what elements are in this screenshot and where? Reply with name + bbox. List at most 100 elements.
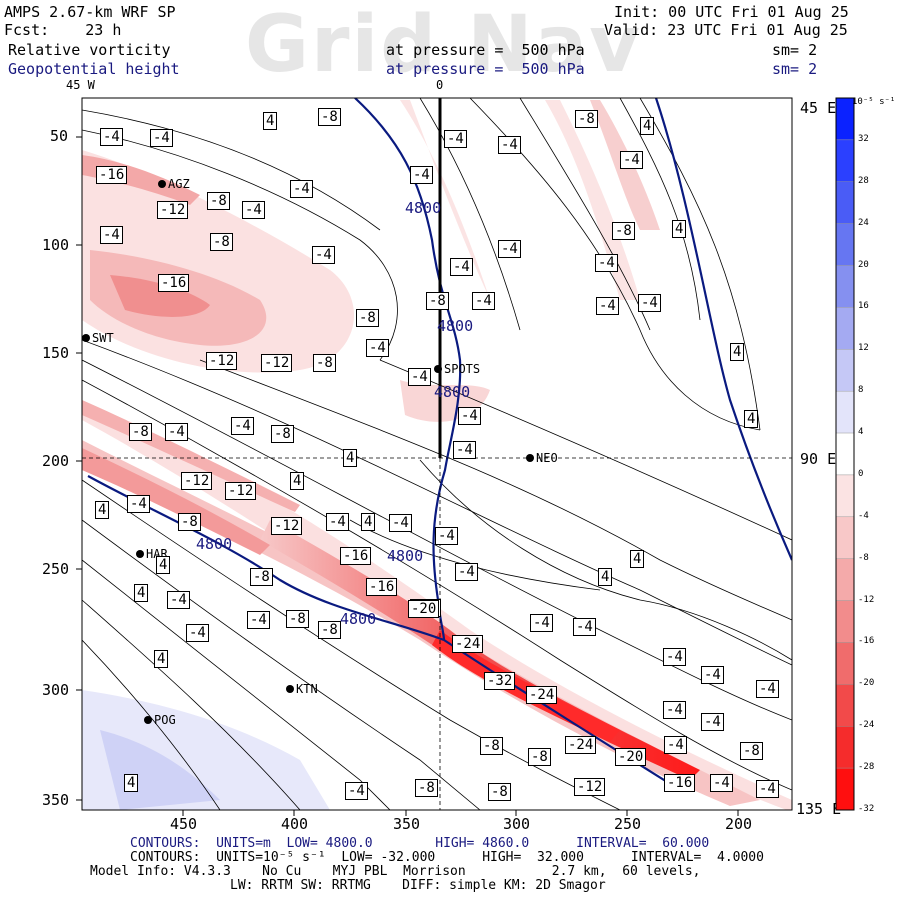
contour-line <box>519 98 651 331</box>
vorticity-contour-label: -8 <box>480 737 503 755</box>
y-tick-label: 250 <box>42 560 70 578</box>
vorticity-contour-label: -4 <box>710 774 733 792</box>
vorticity-contour-label: -16 <box>366 578 398 596</box>
vorticity-contour-label: 4 <box>343 449 358 467</box>
station-label: SWT <box>92 331 114 345</box>
colorbar-swatch <box>835 600 855 643</box>
field2-smoothing: sm= 2 <box>772 60 818 78</box>
vorticity-contour-label: -8 <box>318 108 341 126</box>
colorbar-swatch <box>835 726 855 769</box>
vorticity-contour-label: -4 <box>498 136 521 154</box>
vorticity-contour-label: -8 <box>612 222 635 240</box>
vorticity-contour-label: -12 <box>206 352 238 370</box>
vorticity-contour-label: -24 <box>565 736 597 754</box>
vorticity-contour-label: -8 <box>318 621 341 639</box>
lon-label-90e: 90 E <box>800 450 837 468</box>
vorticity-contour-label: -8 <box>129 423 152 441</box>
vorticity-contour-label: -8 <box>207 192 230 210</box>
vorticity-contour-label: -4 <box>366 339 389 357</box>
colorbar-label: -24 <box>858 720 875 731</box>
vorticity-contour-label: -4 <box>472 292 495 310</box>
vorticity-contour-label: -16 <box>158 274 190 292</box>
colorbar-swatch <box>835 684 855 727</box>
vorticity-contour-label: -4 <box>450 258 473 276</box>
geopotential-4800-contour <box>654 98 792 561</box>
vorticity-contour-label: -8 <box>575 110 598 128</box>
vorticity-contour-label: -16 <box>96 166 128 184</box>
axis-ticks <box>76 136 739 816</box>
vorticity-contour-label: -4 <box>247 611 270 629</box>
colorbar-label: -12 <box>858 594 875 605</box>
field1-level: at pressure = 500 hPa <box>386 41 585 59</box>
field2-name: Geopotential height <box>8 60 180 78</box>
y-tick-label: 300 <box>42 681 70 699</box>
vorticity-contour-label: -4 <box>664 736 687 754</box>
contour-line <box>82 129 398 361</box>
vorticity-contour-label: -8 <box>313 354 336 372</box>
vorticity-contour-label: -12 <box>181 472 213 490</box>
vorticity-contour-label: -4 <box>638 294 661 312</box>
colorbar-label: -32 <box>858 804 875 814</box>
vorticity-contour-label: -8 <box>426 292 449 310</box>
y-tick-label: 350 <box>42 791 70 809</box>
contour-line <box>619 98 701 321</box>
init-time: Init: 00 UTC Fri 01 Aug 25 <box>614 3 849 21</box>
vorticity-contour-label: -4 <box>701 713 724 731</box>
colorbar-swatch <box>835 432 855 476</box>
vorticity-contour-label: -8 <box>178 513 201 531</box>
vorticity-contour-label: -4 <box>663 701 686 719</box>
colorbar-swatch <box>835 265 855 308</box>
contour-line <box>82 359 792 721</box>
y-tick-label: 50 <box>50 127 69 145</box>
negative-vorticity-region <box>545 100 640 300</box>
colorbar-swatch <box>835 474 855 518</box>
contour-line <box>82 639 221 810</box>
model-info: Model Info: V4.3.3 No Cu MYJ PBL Morriso… <box>90 864 701 879</box>
colorbar-swatch <box>835 223 855 266</box>
vorticity-contour-label: 4 <box>730 343 745 361</box>
field1-smoothing: sm= 2 <box>772 41 818 59</box>
y-tick-label: 150 <box>42 344 70 362</box>
contour-line <box>82 479 621 810</box>
height-contour-info: CONTOURS: UNITS=m LOW= 4800.0 HIGH= 4860… <box>130 836 710 851</box>
vorticity-contour-label: -4 <box>127 495 150 513</box>
vorticity-contour-label: 4 <box>640 117 655 135</box>
vorticity-contour-label: -8 <box>356 309 379 327</box>
vorticity-contour-label: -12 <box>225 482 257 500</box>
vorticity-contour-label: -4 <box>326 513 349 531</box>
height-contour-label: 4800 <box>437 317 474 335</box>
contour-line <box>419 98 521 331</box>
colorbar-frame <box>835 97 855 811</box>
vorticity-contour-label: -4 <box>345 782 368 800</box>
x-tick-label: 400 <box>281 815 309 833</box>
y-tick-label: 100 <box>42 236 70 254</box>
vorticity-contour-label: -20 <box>615 748 647 766</box>
vorticity-contour-label: -4 <box>312 246 335 264</box>
vorticity-contour-label: -4 <box>701 666 724 684</box>
station-dot <box>286 685 294 693</box>
vorticity-contour-label: -4 <box>498 240 521 258</box>
station-dot <box>82 334 90 342</box>
vorticity-contour-label: 4 <box>630 550 645 568</box>
vorticity-contour-label: -4 <box>100 226 123 244</box>
vorticity-contour-label: -20 <box>408 600 440 618</box>
field2-level: at pressure = 500 hPa <box>386 60 585 78</box>
vorticity-contour-label: -4 <box>458 407 481 425</box>
lon-label-0: 0 <box>436 78 444 92</box>
colorbar-label: -8 <box>858 552 869 563</box>
height-contour-label: 4800 <box>196 535 233 553</box>
height-contour-label: 4800 <box>340 610 377 628</box>
colorbar-label: 16 <box>858 301 869 312</box>
contour-line <box>82 599 301 810</box>
lon-label-45w: 45 W <box>66 78 95 92</box>
height-contour-label: 4800 <box>405 199 442 217</box>
colorbar-label: -4 <box>858 510 869 521</box>
vorticity-contour-label: -4 <box>756 680 779 698</box>
colorbar-label: 28 <box>858 175 869 186</box>
vorticity-contour-label: -4 <box>167 591 190 609</box>
colorbar-label: 12 <box>858 343 869 354</box>
vorticity-contours <box>82 98 792 810</box>
vorticity-contour-label: 4 <box>290 472 305 490</box>
colorbar-units: 10⁻⁵ s⁻¹ <box>852 97 896 107</box>
